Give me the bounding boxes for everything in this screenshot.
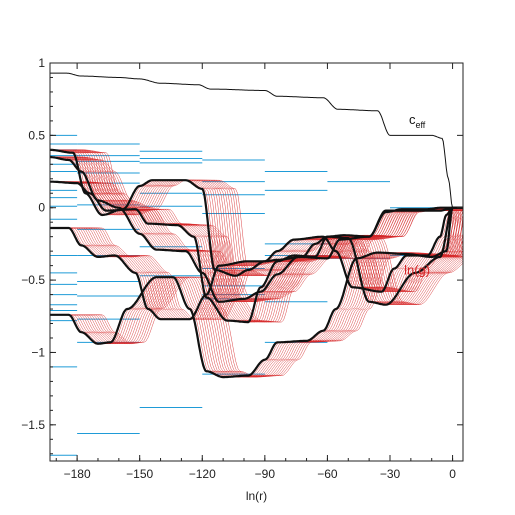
c-eff-curve — [50, 72, 463, 209]
ln-g-curve — [50, 149, 463, 292]
bold-curve — [50, 206, 463, 321]
y-tick-label: −1.5 — [21, 418, 45, 432]
y-tick-label: 0 — [38, 201, 45, 215]
bold-curve — [50, 206, 463, 379]
ln-g-curve — [50, 149, 464, 292]
ln-g-curve — [50, 251, 464, 378]
y-tick-label: −0.5 — [21, 273, 45, 287]
bold-curves — [49, 148, 463, 379]
ln-g-curve — [50, 149, 464, 292]
y-tick-label: −1 — [31, 345, 45, 359]
plot-frame — [49, 62, 464, 462]
c-eff-label: ceff — [409, 112, 426, 130]
axis-ticks: −180 −150 −120 −90 −60 −30 0 1 0.5 0 −0.5 −1 −1.5 — [21, 56, 463, 481]
x-tick-label: −120 — [189, 467, 216, 481]
ln-g-label: ln(g) — [404, 262, 430, 277]
x-tick-label: −180 — [64, 467, 91, 481]
y-tick-label: 1 — [38, 56, 45, 70]
x-tick-label: −30 — [380, 467, 401, 481]
x-tick-label: −150 — [126, 467, 153, 481]
ln-g-curve — [50, 181, 463, 323]
ln-g-curve — [50, 149, 464, 292]
x-tick-label: −60 — [317, 467, 338, 481]
x-tick-label: 0 — [449, 467, 456, 481]
x-tick-label: −90 — [255, 467, 276, 481]
x-axis-label: ln(r) — [246, 489, 267, 503]
ln-g-curve — [50, 149, 463, 292]
bold-curve — [50, 180, 463, 324]
ln-g-curve — [50, 156, 463, 303]
ln-g-curves — [50, 149, 464, 378]
ln-g-curve — [50, 237, 464, 378]
ln-g-curve — [50, 252, 464, 378]
c-eff-line — [50, 72, 463, 209]
ln-g-curve — [50, 181, 464, 323]
y-tick-label: 0.5 — [28, 128, 45, 142]
ln-g-curve — [50, 156, 463, 303]
